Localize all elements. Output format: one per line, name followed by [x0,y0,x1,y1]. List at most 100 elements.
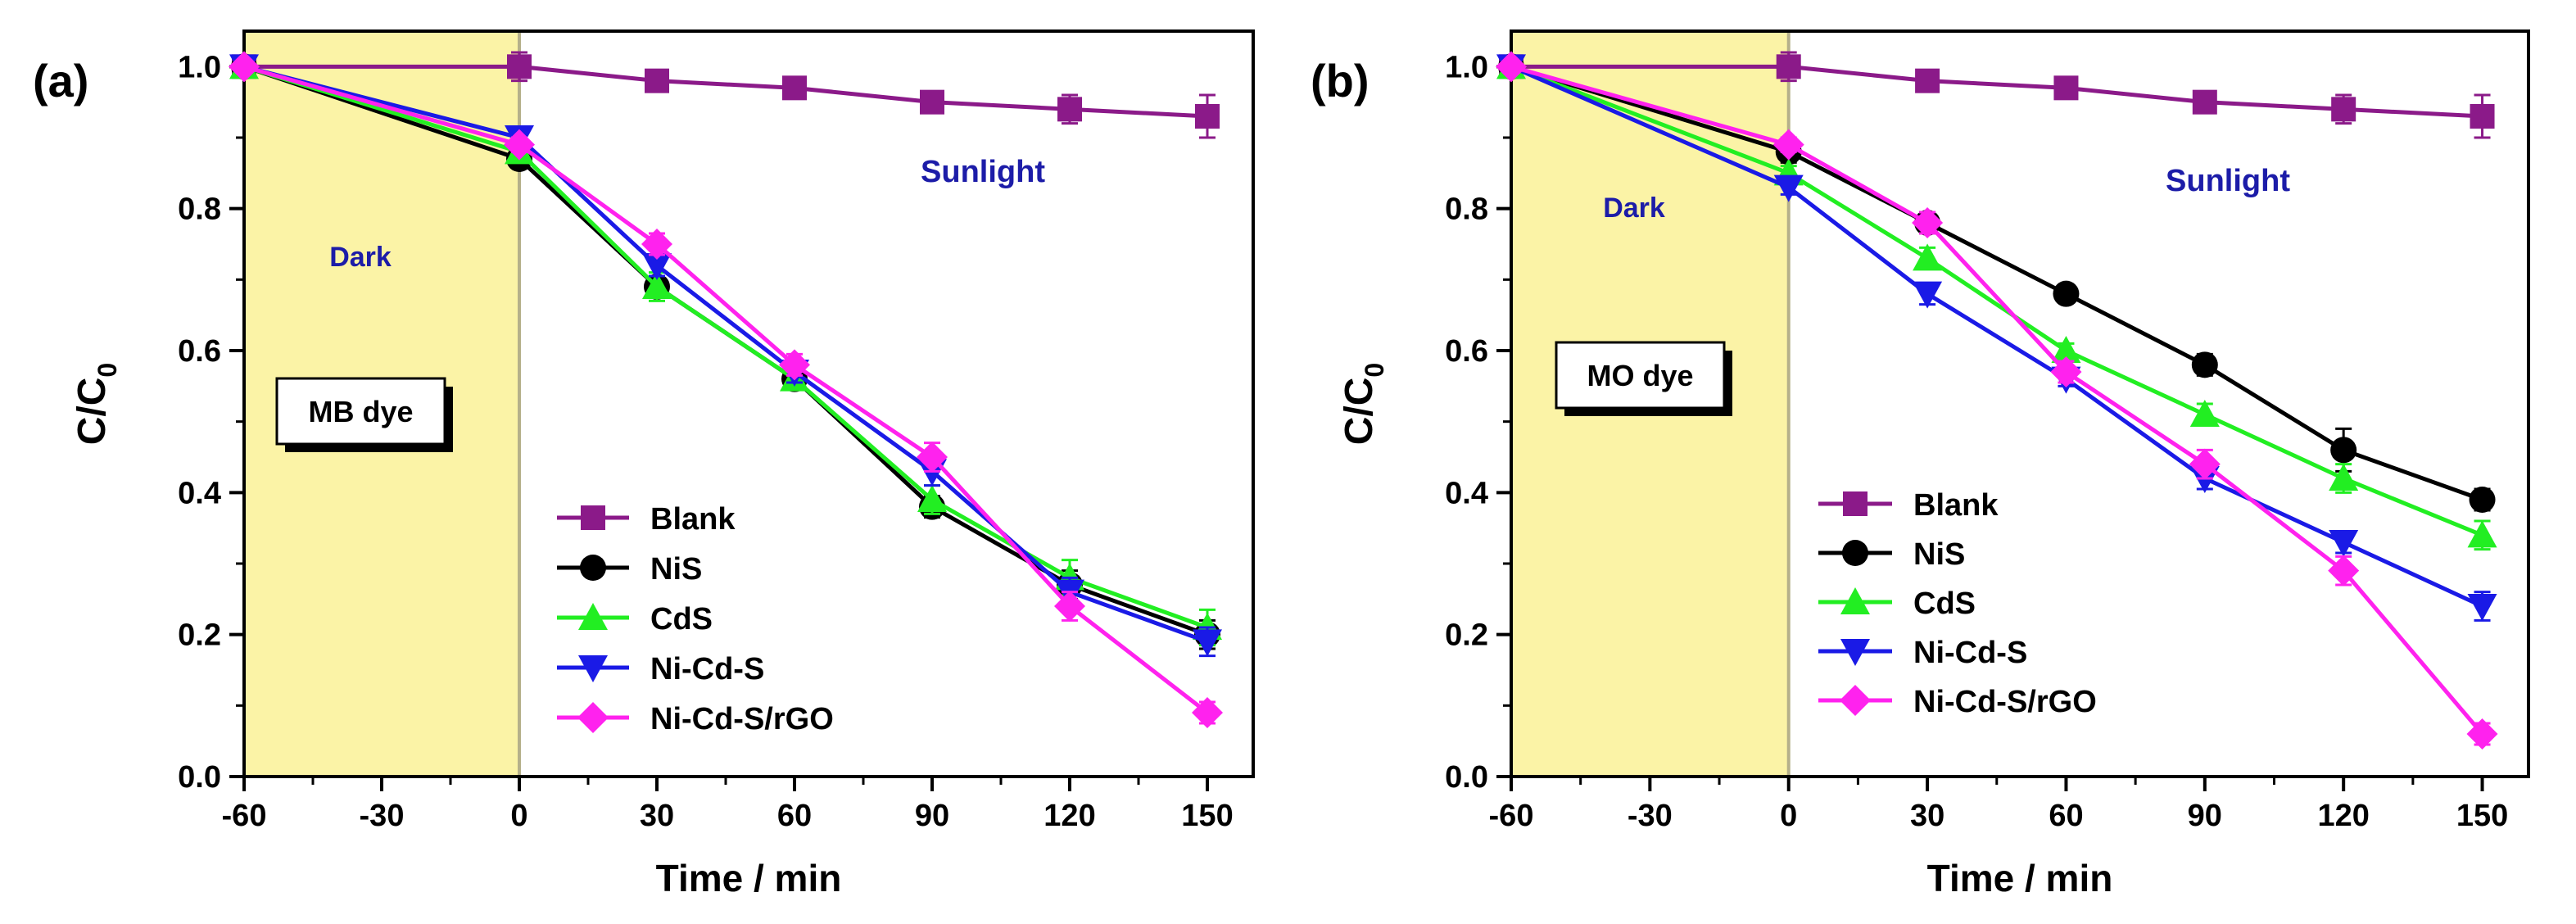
legend-marker [1842,540,1868,566]
x-tick-label: -30 [360,799,405,833]
data-point [229,51,260,83]
x-tick-label: 30 [1910,799,1944,833]
panel-label: (a) [33,55,88,106]
x-tick-label: 0 [1780,799,1797,833]
data-point [507,54,532,79]
plot-frame [242,29,1255,778]
data-point [1496,51,1527,83]
data-point [1913,243,1943,271]
data-point [2328,555,2360,587]
data-point [645,68,669,93]
x-tick-label: 120 [2317,799,2369,833]
data-point [2189,400,2220,427]
y-axis-title: C/C0 [70,363,122,445]
y-tick-label: 0.0 [178,760,221,795]
data-point [2466,718,2498,750]
data-point [2470,104,2495,129]
legend-label: Blank [1913,488,1999,523]
legend-marker [1840,587,1870,614]
y-axis-title-subscript: 0 [1360,363,1389,378]
series-ni-cd-s-rgo [229,51,1223,728]
x-tick-label: 60 [777,799,812,833]
legend-label: Blank [650,502,736,537]
data-point [2189,448,2221,480]
series-cds [1496,52,2497,551]
legend-marker [581,505,605,530]
x-tick-label: 90 [915,799,949,833]
data-point [917,485,947,512]
y-tick-label: 0.8 [178,192,221,227]
data-point [1193,629,1222,657]
data-point [2053,280,2080,307]
data-point [504,129,535,161]
legend-marker [580,555,606,581]
legend-label: Ni-Cd-S [1913,636,2027,670]
x-tick-label: -30 [1628,799,1673,833]
data-point [779,349,810,381]
data-point [2331,97,2356,122]
data-point [1773,174,1804,202]
y-tick-label: 0.6 [178,334,221,369]
data-point [1913,281,1943,309]
legend-marker [1840,639,1870,666]
x-tick-label: 120 [1044,799,1095,833]
dye-box [1555,341,1726,410]
data-point [920,89,944,115]
legend-label: Ni-Cd-S [650,652,764,686]
data-point [2330,437,2357,464]
panel-label: (b) [1311,55,1369,106]
data-point [2051,336,2081,363]
sunlight-label: Sunlight [921,155,1045,189]
plot-frame [1510,29,2530,778]
dye-label: MB dye [308,395,413,428]
y-tick-label: 1.0 [1445,50,1488,84]
y-tick-label: 0.2 [178,618,221,653]
dark-label: Dark [1603,192,1665,224]
legend-label: NiS [650,552,702,587]
y-tick-label: 0.8 [1445,192,1488,227]
data-point [2050,356,2082,387]
sunlight-label: Sunlight [2166,164,2290,198]
y-tick-label: 1.0 [178,50,221,84]
chart-panel-a: (a) Sunlight Dark MB dye -60 -30 0 30 60 90 120 150… [33,29,1255,899]
legend-marker [577,702,609,733]
data-point [1057,97,1082,122]
x-tick-label: 150 [2456,799,2508,833]
x-tick-label: 0 [510,799,527,833]
data-point [2467,594,2497,621]
x-tick-label: -60 [222,799,267,833]
y-axis-title: C/C0 [1338,363,1389,445]
data-point [2329,464,2359,491]
series-blank [1499,51,2495,139]
data-point [642,253,672,280]
legend-label: Ni-Cd-S/rGO [650,702,834,736]
legend-label: NiS [1913,537,1965,572]
data-point [2191,351,2218,378]
y-tick-label: 0.0 [1445,760,1488,795]
series-ni-cd-s-rgo [1496,51,2498,750]
legend: Blank NiS CdS Ni-Cd-S Ni-Cd-S/rGO [1818,488,2097,719]
data-point [1054,591,1085,622]
legend-marker [578,603,608,630]
legend-marker [1840,685,1871,716]
data-point [2053,75,2079,101]
data-point [2467,520,2497,548]
y-axis-title-main: C/C [70,378,114,446]
data-point [642,272,672,299]
data-point [2469,487,2496,513]
legend-marker [578,655,608,682]
data-point [1776,54,1801,79]
y-tick-label: 0.4 [178,476,221,510]
y-axis-title-subscript: 0 [93,363,122,378]
data-point [2192,89,2217,115]
dark-label: Dark [329,242,392,273]
y-tick-label: 0.2 [1445,618,1488,653]
data-point [1192,697,1223,728]
x-tick-label: -60 [1489,799,1534,833]
y-tick-label: 0.6 [1445,334,1488,369]
data-point [1772,129,1804,161]
data-point [1915,68,1940,93]
y-tick-label: 0.4 [1445,476,1488,510]
x-axis-title: Time / min [656,857,842,899]
